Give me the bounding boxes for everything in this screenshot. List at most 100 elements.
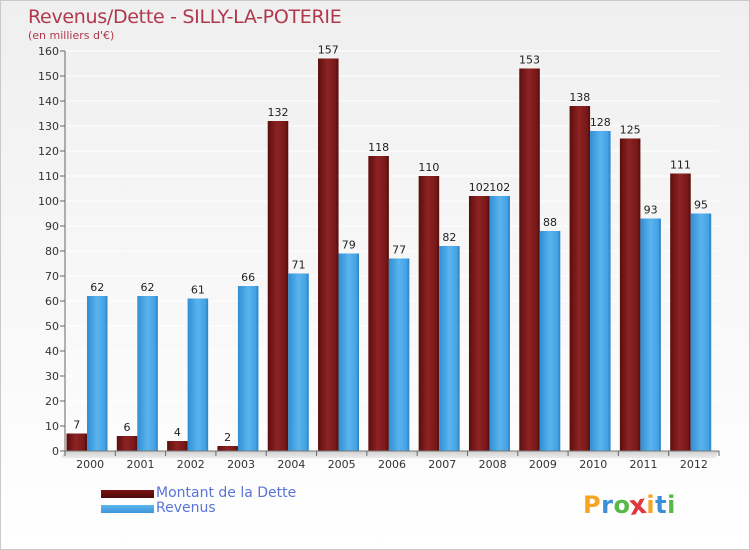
bar-revenus [187, 298, 209, 451]
chart-subtitle: (en milliers d'€) [28, 29, 115, 42]
bar-debt [619, 138, 641, 451]
logo-letter: i [667, 491, 676, 519]
y-tick-label: 20 [45, 395, 59, 408]
bar-revenus [237, 286, 259, 451]
y-tick-label: 150 [38, 70, 59, 83]
bar-edge-revenus [105, 296, 108, 451]
logo-letter: o [613, 491, 631, 519]
data-label-debt: 157 [318, 44, 339, 57]
bar-edge-revenus [155, 296, 158, 451]
y-tick-label: 80 [45, 245, 59, 258]
y-tick-label: 70 [45, 270, 59, 283]
y-tick-label: 110 [38, 170, 59, 183]
data-label-revenus: 62 [141, 281, 155, 294]
bar-edge-revenus [507, 196, 510, 451]
x-tick-label: 2010 [579, 458, 607, 471]
data-label-revenus: 95 [694, 199, 708, 212]
bar-edge-debt [235, 446, 238, 451]
x-tick-label: 2005 [328, 458, 356, 471]
bar-edge-debt [386, 156, 389, 451]
legend-label-revenus: Revenus [156, 500, 216, 516]
bar-debt [519, 68, 540, 451]
bar-debt [468, 196, 490, 451]
legend-swatch-revenus [101, 505, 154, 513]
bar-edge-debt [185, 441, 188, 451]
data-label-revenus: 128 [590, 116, 611, 129]
x-tick-label: 2004 [277, 458, 305, 471]
x-tick-label: 2002 [177, 458, 205, 471]
y-tick-label: 0 [52, 445, 59, 458]
data-label-debt: 111 [670, 159, 691, 172]
bar-debt [116, 436, 138, 451]
bar-edge-revenus [658, 218, 661, 451]
data-label-revenus: 77 [392, 244, 406, 257]
data-label-debt: 138 [569, 91, 590, 104]
x-tick-label: 2007 [428, 458, 456, 471]
bar-edge-debt [286, 121, 289, 451]
data-label-debt: 118 [368, 141, 389, 154]
legend-item-debt: Montant de la Dette [101, 486, 401, 501]
data-label-revenus: 66 [241, 271, 255, 284]
legend-item-revenus: Revenus [101, 501, 401, 516]
bar-edge-revenus [709, 213, 712, 451]
x-tick-label: 2011 [630, 458, 658, 471]
chart-floor [61, 451, 719, 458]
y-tick-label: 50 [45, 320, 59, 333]
bar-revenus [388, 258, 410, 451]
y-tick-label: 160 [38, 45, 59, 58]
data-label-revenus: 82 [442, 231, 456, 244]
bar-revenus [87, 296, 108, 451]
y-tick-label: 100 [38, 195, 59, 208]
bar-revenus [439, 246, 460, 451]
bar-debt [318, 58, 339, 451]
bar-revenus [338, 253, 360, 451]
x-tick-label: 2012 [680, 458, 708, 471]
bar-edge-revenus [608, 131, 611, 451]
bar-debt [418, 176, 440, 451]
x-tick-label: 2008 [479, 458, 507, 471]
x-tick-label: 2009 [529, 458, 557, 471]
proxiti-logo: Proxiti [583, 489, 676, 522]
data-label-debt: 153 [519, 54, 540, 67]
x-tick-label: 2003 [227, 458, 255, 471]
bar-edge-revenus [256, 286, 259, 451]
x-tick-label: 2006 [378, 458, 406, 471]
x-tick-label: 2001 [126, 458, 154, 471]
y-tick-label: 10 [45, 420, 59, 433]
data-label-debt: 4 [174, 426, 181, 439]
bar-revenus [640, 218, 661, 451]
bar-edge-debt [537, 68, 540, 451]
data-label-debt: 2 [224, 431, 231, 444]
data-label-revenus: 79 [342, 239, 356, 252]
data-label-debt: 6 [124, 421, 131, 434]
bar-debt [670, 173, 691, 451]
bar-debt [267, 121, 289, 451]
y-tick-label: 30 [45, 370, 59, 383]
bar-edge-debt [688, 173, 691, 451]
bar-revenus [137, 296, 158, 451]
x-tick-label: 2000 [76, 458, 104, 471]
bar-edge-revenus [357, 253, 360, 451]
data-label-revenus: 61 [191, 284, 205, 297]
bar-edge-revenus [407, 258, 410, 451]
bar-edge-debt [135, 436, 138, 451]
bar-debt [569, 106, 591, 451]
bar-edge-revenus [457, 246, 460, 451]
legend-label-debt: Montant de la Dette [156, 485, 297, 501]
bar-revenus [690, 213, 712, 451]
bar-debt [66, 433, 87, 451]
data-label-revenus: 93 [644, 204, 658, 217]
bar-edge-debt [336, 58, 339, 451]
y-tick-label: 120 [38, 145, 59, 158]
bar-debt [167, 441, 188, 451]
bar-edge-revenus [558, 231, 561, 451]
bar-edge-revenus [306, 273, 309, 451]
logo-letter: r [601, 491, 614, 519]
bar-edge-debt [638, 138, 641, 451]
y-tick-label: 140 [38, 95, 59, 108]
data-label-debt: 132 [267, 106, 288, 119]
legend: Montant de la Dette Revenus [101, 486, 401, 516]
data-label-revenus: 71 [291, 259, 305, 272]
